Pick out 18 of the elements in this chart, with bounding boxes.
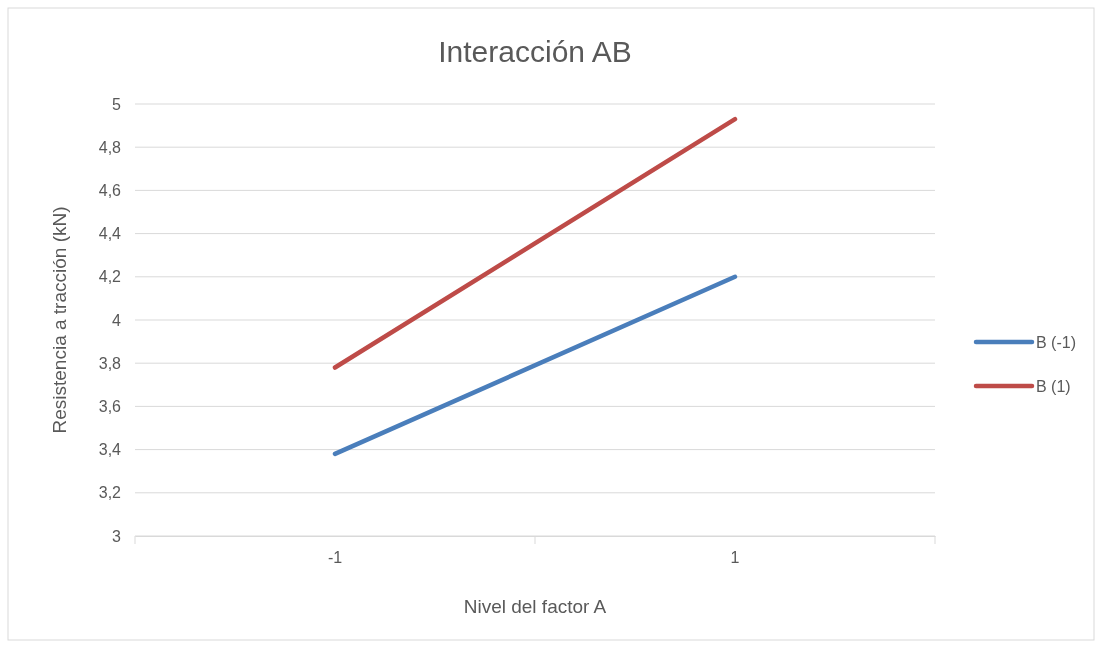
y-axis-title: Resistencia a tracción (kN) (49, 206, 70, 434)
x-tick-label: 1 (730, 549, 740, 567)
x-axis-title: Nivel del factor A (463, 596, 607, 617)
legend-label: B (-1) (1036, 334, 1076, 351)
y-tick-label: 4,8 (98, 138, 122, 156)
chart-title: Interacción AB (438, 35, 632, 68)
y-tick-label: 3,8 (98, 354, 122, 372)
y-tick-label: 4,4 (98, 225, 122, 243)
y-tick-label: 5 (112, 95, 122, 113)
y-tick-label: 3,6 (98, 398, 122, 416)
y-tick-label: 3,4 (98, 441, 122, 459)
x-tick-label: -1 (327, 549, 343, 567)
legend-label: B (1) (1036, 378, 1071, 395)
y-tick-label: 4,2 (98, 268, 122, 286)
y-tick-label: 4,6 (98, 182, 122, 200)
y-tick-label: 4 (112, 311, 122, 329)
y-tick-label: 3,2 (98, 484, 122, 502)
y-tick-label: 3 (112, 527, 122, 545)
